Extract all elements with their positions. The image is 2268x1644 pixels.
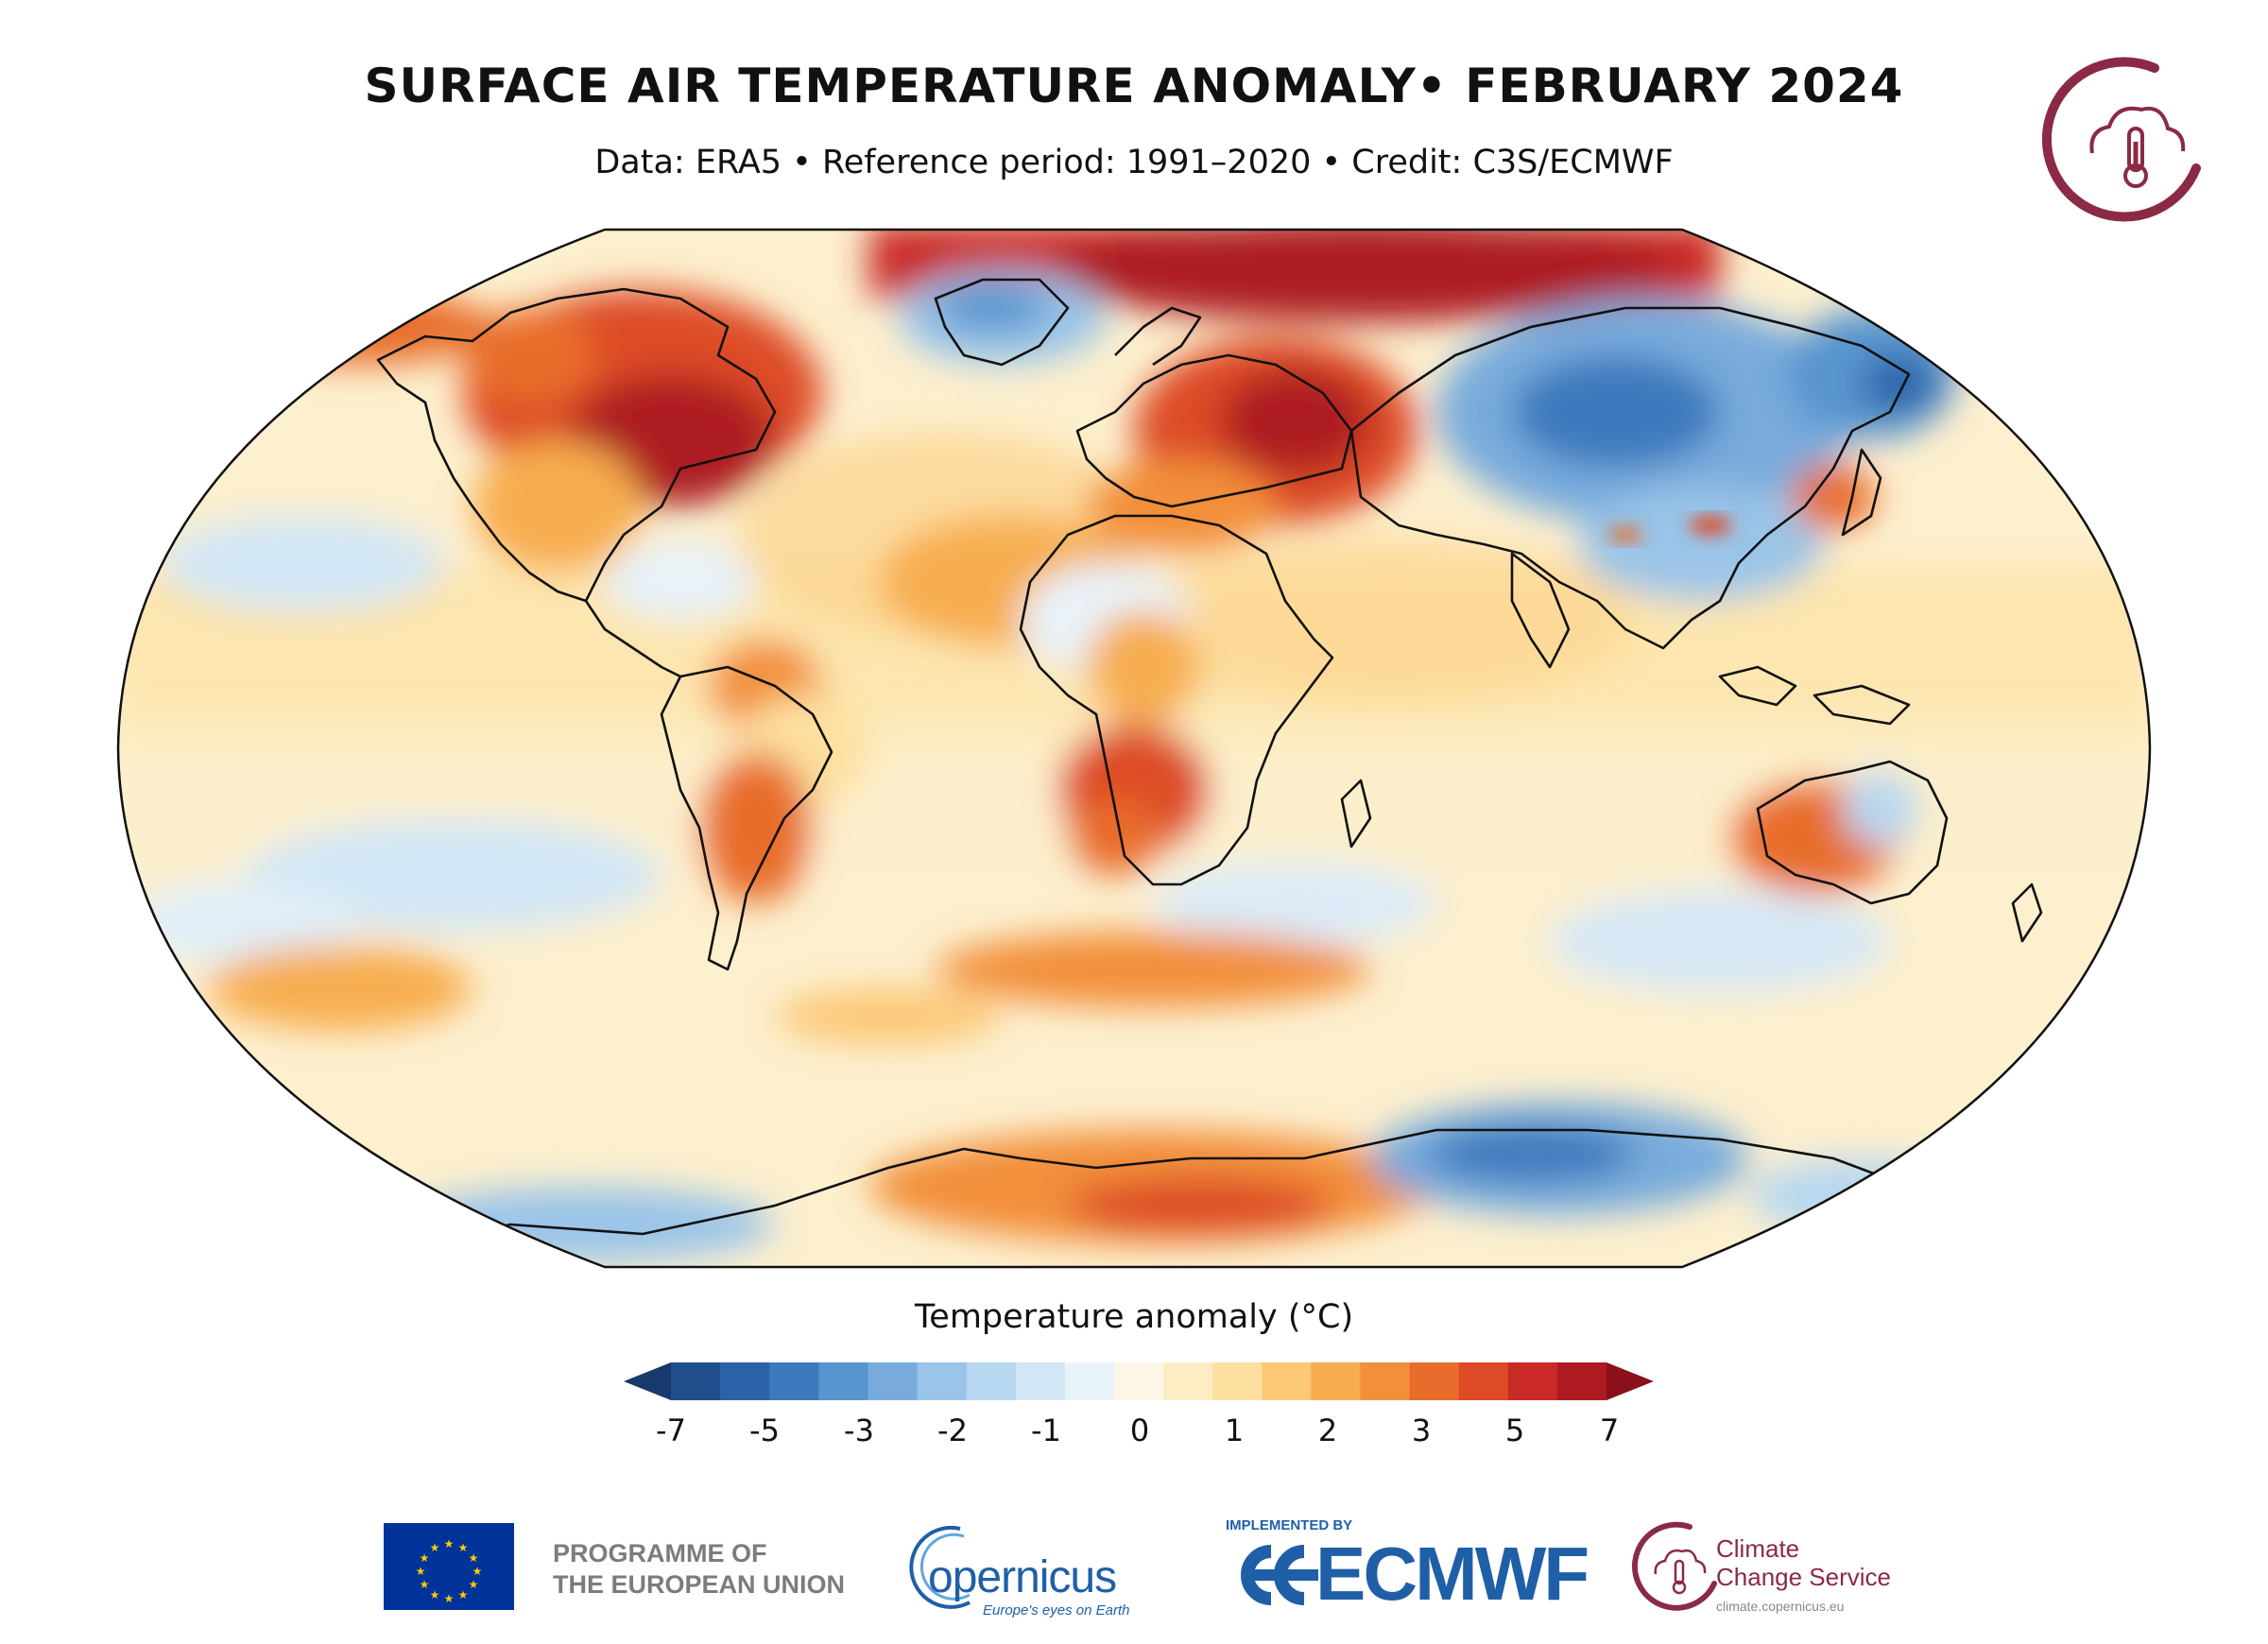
ecmwf-wordmark: ECMWF (1315, 1532, 1589, 1616)
tick-label: -5 (749, 1413, 780, 1448)
colorbar-segment (671, 1362, 721, 1400)
colorbar-segment (1311, 1362, 1362, 1400)
colorbar-segment (818, 1362, 869, 1400)
climate-change-service-icon (1632, 1521, 1717, 1611)
tick-label: 0 (1129, 1413, 1150, 1448)
climate-change-service-url: climate.copernicus.eu (1716, 1599, 1845, 1614)
svg-text:★: ★ (458, 1588, 469, 1601)
colorbar-segment (1163, 1362, 1213, 1400)
svg-text:★: ★ (420, 1551, 430, 1565)
tick-label: 1 (1224, 1413, 1245, 1448)
temperature-colorbar (624, 1362, 1654, 1400)
colorbar-segment (1360, 1362, 1411, 1400)
svg-text:★: ★ (469, 1578, 479, 1591)
colorbar-segment (1556, 1362, 1607, 1400)
svg-text:★: ★ (469, 1551, 479, 1565)
svg-text:★: ★ (444, 1537, 455, 1550)
svg-text:★: ★ (430, 1541, 440, 1554)
colorbar-segment (1064, 1362, 1115, 1400)
eu-flag-icon: ★ ★★ ★★★ ★★★ ★★★ (384, 1523, 514, 1610)
colorbar-ticks: -7 -5 -3 -2 -1 0 1 2 3 5 7 (0, 1413, 2268, 1460)
colorbar-segment (1262, 1362, 1312, 1400)
eu-programme-text: PROGRAMME OF THE EUROPEAN UNION (553, 1539, 846, 1599)
colorbar-segment (769, 1362, 819, 1400)
implemented-by-label: IMPLEMENTED BY (1226, 1517, 1353, 1533)
copernicus-wordmark: opernicus (928, 1552, 1117, 1602)
colorbar-segment (720, 1362, 770, 1400)
svg-text:★: ★ (472, 1565, 483, 1578)
tick-label: -3 (844, 1413, 874, 1448)
climate-change-service-name: Climate Change Service (1716, 1534, 1891, 1591)
svg-text:★: ★ (430, 1588, 440, 1601)
colorbar-segment (1409, 1362, 1460, 1400)
colorbar-over-arrow (1606, 1362, 1654, 1400)
svg-text:★: ★ (420, 1578, 430, 1591)
temperature-anomaly-map (116, 228, 2152, 1269)
tick-label: -7 (656, 1413, 686, 1448)
colorbar-segment (966, 1362, 1017, 1400)
svg-text:★: ★ (416, 1565, 426, 1578)
svg-text:★: ★ (458, 1541, 469, 1554)
svg-text:★: ★ (444, 1592, 455, 1605)
map-title: SURFACE AIR TEMPERATURE ANOMALY• FEBRUAR… (364, 59, 1904, 113)
colorbar-segment (1507, 1362, 1558, 1400)
copernicus-tagline: Europe's eyes on Earth (983, 1602, 1130, 1618)
colorbar-segment (917, 1362, 968, 1400)
ecmwf-logo-icon (1241, 1545, 1318, 1605)
tick-label: 3 (1411, 1413, 1432, 1448)
footer-logos: ★ ★ ★ ★ ★ ★ ★ ★ ★ ★ ★ ★ PROGRAMME OF THE EUROPEA… (0, 1502, 2268, 1625)
tick-label: -2 (937, 1413, 968, 1448)
tick-label: -1 (1031, 1413, 1061, 1448)
tick-label: 7 (1599, 1413, 1620, 1448)
legend-title: Temperature anomaly (°C) (914, 1298, 1354, 1336)
copernicus-logo-icon (909, 1525, 971, 1609)
colorbar-segment (868, 1362, 919, 1400)
colorbar-segment (1113, 1362, 1164, 1400)
colorbar-segment (1458, 1362, 1509, 1400)
climate-change-service-logo (2041, 57, 2201, 222)
colorbar-segment (1212, 1362, 1263, 1400)
tick-label: 5 (1504, 1413, 1525, 1448)
colorbar-segment (1015, 1362, 1066, 1400)
map-subtitle: Data: ERA5 • Reference period: 1991–2020… (594, 144, 1674, 181)
colorbar-under-arrow (624, 1362, 671, 1400)
tick-label: 2 (1317, 1413, 1338, 1448)
